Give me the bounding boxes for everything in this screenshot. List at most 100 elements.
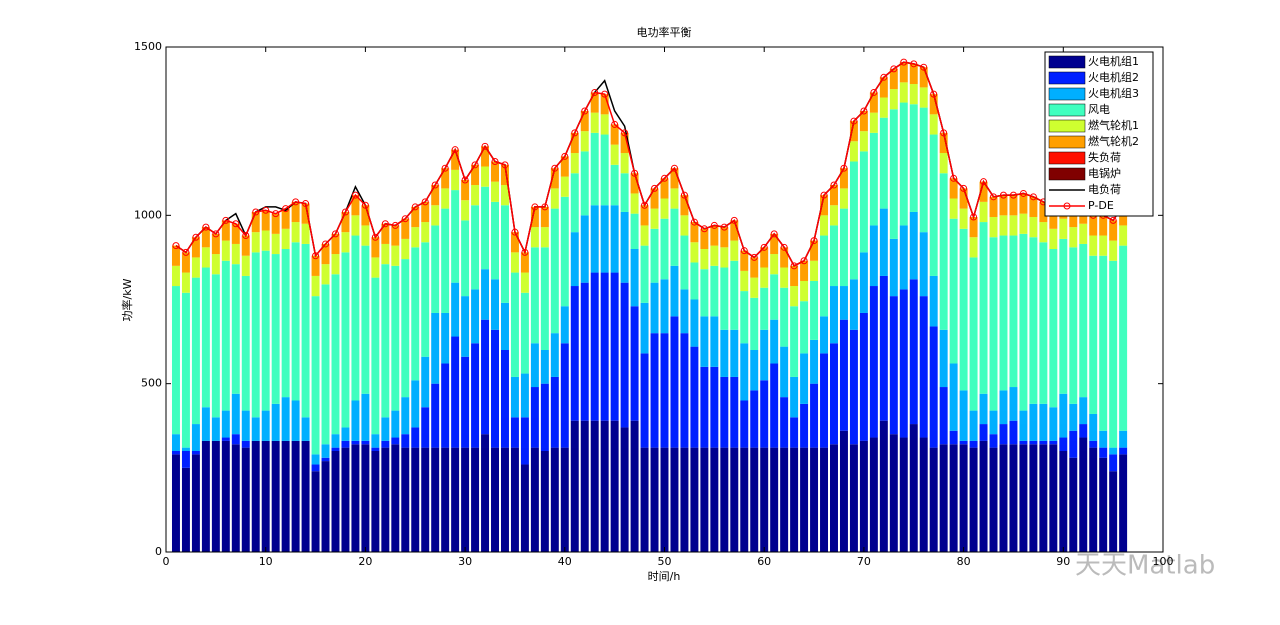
bar-segment bbox=[491, 447, 499, 552]
chart-title: 电功率平衡 bbox=[637, 25, 692, 39]
bar-segment bbox=[211, 233, 220, 255]
bar-segment bbox=[570, 286, 579, 421]
bar-segment bbox=[849, 329, 858, 445]
bar-segment bbox=[500, 350, 509, 448]
bar-segment bbox=[959, 188, 968, 209]
bar-segment bbox=[341, 252, 350, 428]
x-tick-label: 60 bbox=[757, 555, 771, 568]
legend-label: 火电机组1 bbox=[1088, 54, 1139, 68]
line-marker bbox=[999, 191, 1007, 199]
bar-segment bbox=[520, 464, 529, 552]
bar-segment bbox=[560, 343, 569, 448]
bar-segment bbox=[1099, 255, 1108, 431]
bar-segment bbox=[1109, 240, 1118, 261]
line-marker bbox=[272, 210, 280, 218]
bar-segment bbox=[341, 427, 350, 441]
bar-segment bbox=[471, 289, 480, 344]
bar-segment bbox=[989, 434, 998, 448]
bar-segment bbox=[939, 387, 948, 445]
bar-segment bbox=[291, 242, 300, 401]
bar-segment bbox=[411, 427, 420, 448]
bar-segment bbox=[620, 282, 629, 428]
bar-segment bbox=[750, 447, 759, 552]
bar-segment bbox=[191, 454, 200, 552]
bar-segment bbox=[201, 407, 210, 441]
bar-segment bbox=[630, 213, 639, 249]
line-marker bbox=[331, 230, 339, 238]
bar-segment bbox=[989, 217, 998, 238]
bar-segment bbox=[839, 208, 848, 287]
bar-segment bbox=[849, 161, 858, 280]
bar-segment bbox=[1109, 447, 1118, 455]
bar-segment bbox=[550, 168, 559, 189]
line-marker bbox=[531, 203, 539, 211]
bar-segment bbox=[730, 220, 739, 241]
line-marker bbox=[910, 60, 918, 68]
bar-segment bbox=[520, 417, 529, 465]
bar-segment bbox=[1069, 403, 1078, 431]
bar-segment bbox=[1059, 437, 1068, 451]
bar-segment bbox=[530, 227, 539, 248]
bar-segment bbox=[481, 269, 490, 320]
y-tick-label: 500 bbox=[141, 377, 162, 390]
bar-segment bbox=[1069, 457, 1078, 552]
bar-segment bbox=[441, 208, 450, 313]
bar-segment bbox=[201, 440, 210, 552]
bar-segment bbox=[570, 132, 579, 154]
bar-segment bbox=[670, 208, 679, 266]
bar-segment bbox=[810, 280, 819, 340]
bar-segment bbox=[351, 440, 360, 445]
bar-segment bbox=[839, 430, 848, 552]
line-marker bbox=[700, 225, 708, 233]
bar-segment bbox=[261, 410, 270, 441]
bar-segment bbox=[221, 440, 230, 552]
bar-segment bbox=[630, 306, 639, 421]
bar-segment bbox=[730, 240, 739, 261]
bar-segment bbox=[909, 84, 918, 105]
bar-segment bbox=[471, 447, 480, 552]
bar-segment bbox=[690, 447, 699, 552]
bar-segment bbox=[570, 420, 579, 552]
bar-segment bbox=[740, 250, 749, 271]
line-marker bbox=[880, 73, 888, 81]
line-marker bbox=[371, 233, 379, 241]
bar-segment bbox=[760, 267, 769, 288]
legend-label: 电锅炉 bbox=[1088, 167, 1121, 180]
bar-segment bbox=[999, 424, 1008, 445]
bar-segment bbox=[401, 447, 410, 552]
bar-segment bbox=[600, 420, 609, 552]
bar-segment bbox=[191, 424, 200, 451]
bar-segment bbox=[181, 292, 190, 448]
bar-segment bbox=[750, 257, 759, 278]
x-tick-label: 0 bbox=[163, 555, 170, 568]
bar-segment bbox=[441, 188, 450, 209]
bar-segment bbox=[1109, 471, 1118, 552]
bar-segment bbox=[331, 451, 340, 552]
line-marker bbox=[451, 146, 459, 154]
bar-segment bbox=[361, 444, 370, 552]
bar-segment bbox=[590, 205, 599, 273]
bar-segment bbox=[530, 343, 539, 388]
bar-segment bbox=[1009, 444, 1018, 552]
bar-segment bbox=[381, 440, 390, 448]
bar-segment bbox=[241, 275, 250, 411]
bar-segment bbox=[939, 132, 948, 154]
bar-segment bbox=[780, 346, 789, 398]
bar-segment bbox=[431, 447, 440, 552]
bar-segment bbox=[1039, 242, 1048, 404]
bar-segment bbox=[939, 173, 948, 330]
bar-segment bbox=[909, 211, 918, 280]
bar-segment bbox=[660, 198, 669, 219]
bar-segment bbox=[251, 252, 260, 418]
bar-segment bbox=[301, 223, 310, 244]
bar-segment bbox=[810, 260, 819, 281]
bar-segment bbox=[690, 242, 699, 263]
bar-segment bbox=[530, 206, 539, 228]
bar-segment bbox=[301, 417, 310, 441]
bar-segment bbox=[221, 260, 230, 411]
bar-segment bbox=[969, 440, 978, 448]
bar-segment bbox=[291, 222, 300, 243]
bar-segment bbox=[1019, 440, 1028, 445]
bar-segment bbox=[481, 146, 490, 167]
